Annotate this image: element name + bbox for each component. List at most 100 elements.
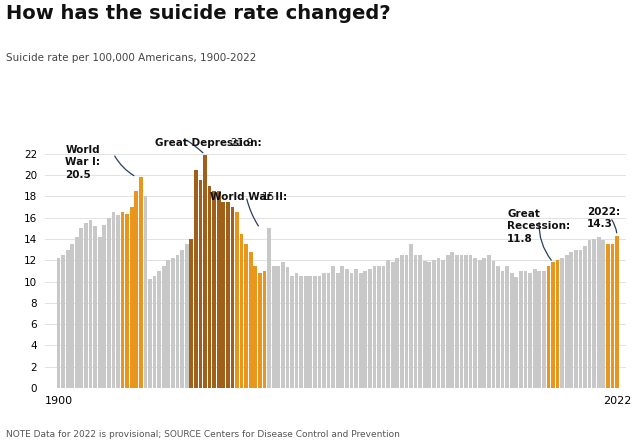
- Bar: [588, 240, 592, 388]
- Bar: [419, 255, 422, 388]
- Bar: [574, 250, 578, 388]
- Bar: [57, 258, 60, 388]
- Bar: [235, 212, 239, 388]
- Bar: [295, 273, 298, 388]
- Bar: [373, 265, 376, 388]
- Bar: [281, 262, 285, 388]
- Text: 2022:
14.3: 2022: 14.3: [587, 207, 620, 229]
- Bar: [358, 273, 362, 388]
- Bar: [436, 258, 440, 388]
- Bar: [240, 234, 243, 388]
- Bar: [93, 226, 97, 388]
- Bar: [400, 255, 404, 388]
- Bar: [89, 220, 93, 388]
- Bar: [496, 265, 500, 388]
- Text: NOTE Data for 2022 is provisional; SOURCE Centers for Disease Control and Preven: NOTE Data for 2022 is provisional; SOURC…: [6, 430, 400, 439]
- Bar: [464, 255, 468, 388]
- Bar: [528, 273, 532, 388]
- Bar: [546, 265, 550, 388]
- Bar: [134, 191, 138, 388]
- Bar: [231, 207, 235, 388]
- Bar: [432, 260, 436, 388]
- Bar: [75, 237, 79, 388]
- Bar: [171, 258, 175, 388]
- Bar: [258, 273, 262, 388]
- Text: Great Depression:: Great Depression:: [155, 138, 265, 148]
- Bar: [125, 214, 129, 388]
- Bar: [523, 271, 527, 388]
- Bar: [345, 269, 349, 388]
- Bar: [208, 186, 212, 388]
- Bar: [309, 276, 312, 388]
- Bar: [491, 261, 495, 388]
- Text: Suicide rate per 100,000 Americans, 1900-2022: Suicide rate per 100,000 Americans, 1900…: [6, 53, 257, 63]
- Bar: [341, 265, 344, 388]
- Bar: [244, 244, 248, 388]
- Bar: [455, 255, 459, 388]
- Bar: [153, 276, 157, 388]
- Bar: [66, 250, 70, 388]
- Bar: [144, 196, 148, 388]
- Bar: [249, 252, 252, 388]
- Bar: [409, 244, 413, 388]
- Bar: [112, 212, 115, 388]
- Bar: [478, 260, 482, 388]
- Bar: [468, 255, 472, 388]
- Bar: [121, 212, 125, 388]
- Bar: [98, 237, 102, 388]
- Bar: [313, 276, 317, 388]
- Bar: [212, 191, 216, 388]
- Bar: [157, 271, 161, 388]
- Text: Great
Recession:
11.8: Great Recession: 11.8: [507, 209, 570, 244]
- Bar: [116, 216, 120, 388]
- Bar: [84, 223, 88, 388]
- Bar: [377, 265, 381, 388]
- Bar: [578, 250, 582, 388]
- Bar: [107, 217, 111, 388]
- Bar: [446, 255, 449, 388]
- Bar: [601, 240, 605, 388]
- Bar: [318, 276, 321, 388]
- Bar: [514, 277, 518, 388]
- Bar: [413, 255, 417, 388]
- Bar: [180, 250, 184, 388]
- Bar: [354, 269, 358, 388]
- Bar: [510, 273, 514, 388]
- Bar: [583, 247, 587, 388]
- Bar: [290, 276, 294, 388]
- Bar: [542, 271, 546, 388]
- Bar: [217, 191, 220, 388]
- Text: World
War I:
20.5: World War I: 20.5: [65, 145, 100, 180]
- Bar: [501, 271, 504, 388]
- Bar: [441, 260, 445, 388]
- Bar: [263, 271, 266, 388]
- Bar: [505, 265, 509, 388]
- Bar: [569, 252, 573, 388]
- Text: World War II:: World War II:: [210, 192, 290, 202]
- Bar: [533, 269, 537, 388]
- Bar: [148, 280, 152, 388]
- Bar: [381, 265, 385, 388]
- Bar: [537, 271, 541, 388]
- Bar: [267, 228, 271, 388]
- Bar: [226, 202, 230, 388]
- Bar: [199, 180, 203, 388]
- Bar: [611, 244, 614, 388]
- Bar: [286, 266, 289, 388]
- Bar: [254, 265, 258, 388]
- Bar: [565, 255, 569, 388]
- Bar: [79, 228, 83, 388]
- Bar: [386, 260, 390, 388]
- Text: 15: 15: [262, 192, 275, 202]
- Bar: [185, 244, 189, 388]
- Bar: [615, 235, 619, 388]
- Bar: [459, 255, 463, 388]
- Bar: [272, 265, 275, 388]
- Bar: [162, 265, 166, 388]
- Bar: [61, 255, 65, 388]
- Bar: [139, 177, 142, 388]
- Bar: [176, 255, 180, 388]
- Bar: [473, 258, 477, 388]
- Bar: [364, 271, 367, 388]
- Bar: [368, 269, 372, 388]
